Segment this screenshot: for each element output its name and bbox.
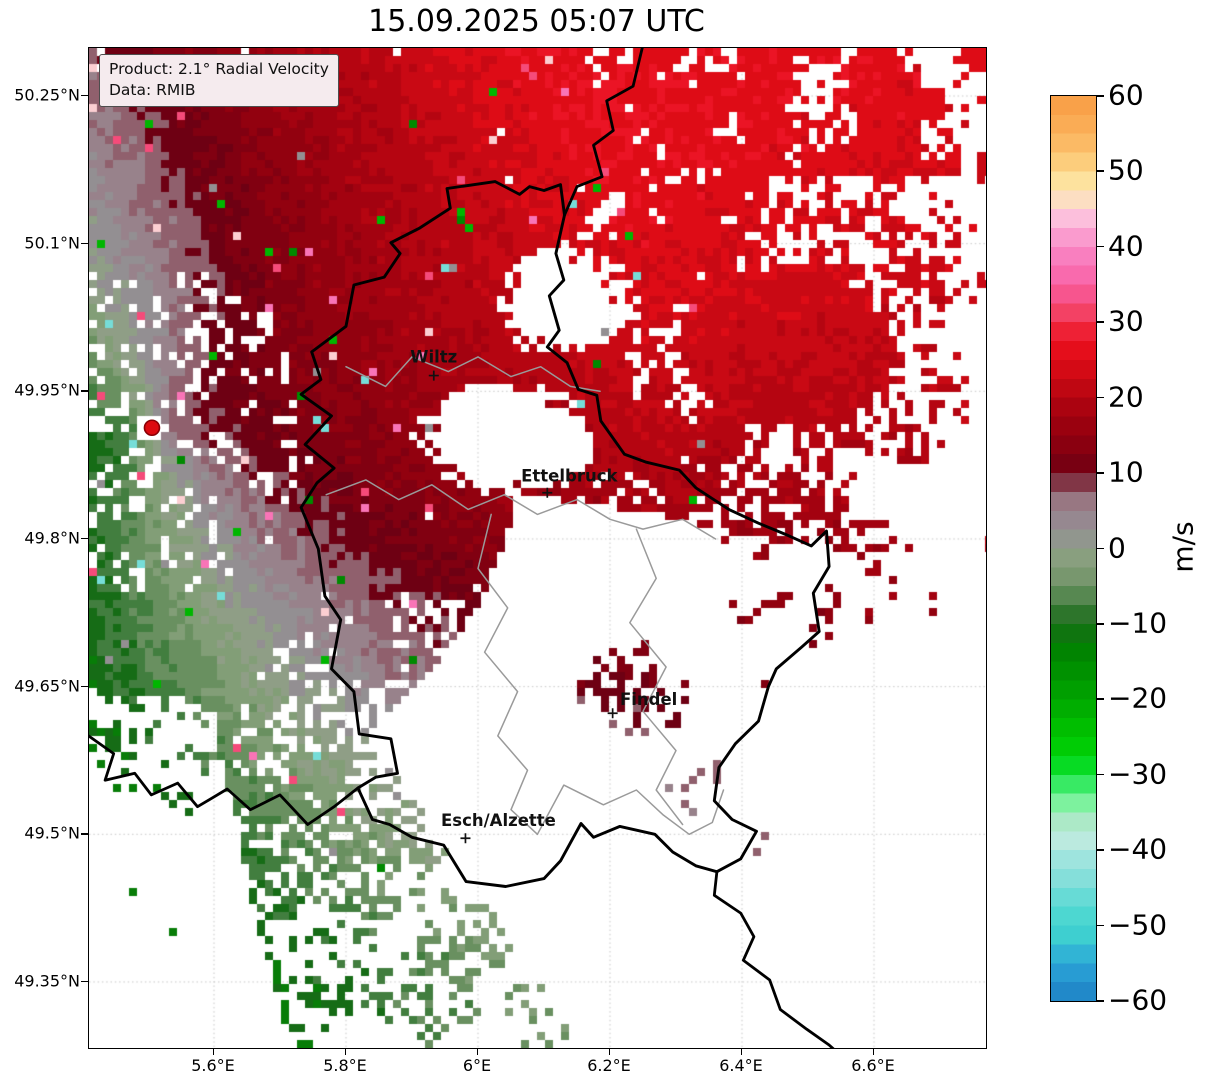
radar-site-marker: [143, 419, 161, 437]
lat-tick-mark: [81, 537, 88, 540]
region-border: [325, 479, 717, 540]
colorbar-tick-mark: [1096, 924, 1104, 927]
map-overlay: Wiltz Ettelbruck Findel Esch/Alzette: [89, 48, 835, 1048]
colorbar-tick-mark: [1096, 547, 1104, 550]
region-border: [536, 784, 725, 836]
colorbar-tick-label: 20: [1108, 380, 1144, 414]
figure-title: 15.09.2025 05:07 UTC: [368, 4, 705, 39]
lon-tick-label: 5.8°E: [323, 1056, 367, 1075]
lat-tick-mark: [81, 980, 88, 983]
country-border-luxembourg: [299, 180, 831, 888]
region-border: [477, 513, 539, 836]
lat-tick-mark: [81, 390, 88, 392]
product-label: Product: 2.1° Radial Velocity: [109, 60, 329, 78]
lon-tick-mark: [345, 1048, 347, 1055]
lat-tick-mark: [81, 242, 88, 245]
country-border-fr-de: [712, 870, 835, 1048]
city-label: Ettelbruck: [521, 467, 618, 486]
colorbar-tick-mark: [1096, 1000, 1104, 1002]
colorbar-tick-mark: [1096, 849, 1104, 851]
lon-tick-label: 6.2°E: [587, 1056, 631, 1075]
lon-tick-mark: [873, 1048, 875, 1055]
data-source-label: Data: RMIB: [109, 81, 196, 100]
lat-tick-mark: [81, 833, 88, 835]
colorbar-tick-mark: [1096, 773, 1104, 776]
lon-tick-mark: [741, 1048, 743, 1055]
lat-tick-label: 50.1°N: [24, 233, 80, 253]
lat-tick-mark: [81, 685, 88, 688]
lon-tick-label: 6.6°E: [851, 1056, 895, 1075]
lat-tick-mark: [81, 95, 88, 97]
colorbar-tick-label: 40: [1108, 229, 1144, 263]
colorbar-tick-mark: [1096, 396, 1104, 399]
map-plot-area: Wiltz Ettelbruck Findel Esch/Alzette Produc…: [88, 47, 987, 1049]
lon-tick-mark: [213, 1048, 215, 1055]
country-border-be-de: [563, 48, 644, 217]
colorbar-tick-mark: [1096, 622, 1104, 625]
colorbar-tick-mark: [1096, 472, 1104, 474]
colorbar-tick-label: 60: [1108, 78, 1144, 112]
city-marker: [607, 708, 618, 719]
region-border: [629, 528, 684, 826]
lat-tick-label: 49.35°N: [14, 971, 80, 991]
colorbar-tick-mark: [1096, 321, 1104, 323]
lon-tick-label: 6°E: [462, 1056, 492, 1075]
lat-tick-label: 49.95°N: [14, 380, 80, 400]
colorbar-tick-label: −10: [1108, 606, 1168, 640]
colorbar-tick-mark: [1096, 170, 1104, 172]
colorbar-tick-label: −30: [1108, 757, 1168, 791]
colorbar-unit-label: m/s: [1166, 521, 1200, 573]
product-annotation-box: Product: 2.1° Radial Velocity Data: RMIB: [99, 54, 339, 107]
lat-tick-label: 49.65°N: [14, 676, 80, 696]
city-label: Wiltz: [410, 348, 457, 367]
colorbar-tick-mark: [1096, 698, 1104, 700]
colorbar-tick-label: 30: [1108, 304, 1144, 338]
city-marker: [460, 833, 471, 844]
lat-tick-label: 49.5°N: [24, 823, 80, 843]
lat-tick-label: 49.8°N: [24, 528, 80, 548]
lat-tick-label: 50.25°N: [14, 85, 80, 105]
colorbar-tick-label: 0: [1108, 531, 1126, 564]
colorbar-tick-label: −50: [1108, 908, 1168, 942]
country-border-fr-be: [89, 734, 360, 826]
lon-tick-label: 5.6°E: [191, 1056, 235, 1075]
colorbar-tick-mark: [1096, 95, 1104, 97]
city-label: Esch/Alzette: [441, 811, 556, 830]
colorbar-tick-label: 10: [1108, 455, 1144, 489]
lon-tick-mark: [477, 1048, 479, 1055]
region-border: [345, 356, 601, 393]
lon-tick-mark: [609, 1048, 611, 1055]
lon-tick-label: 6.4°E: [719, 1056, 763, 1075]
colorbar-gradient: [1050, 95, 1097, 1002]
city-marker: [428, 370, 439, 381]
colorbar-tick-label: −60: [1108, 983, 1168, 1017]
colorbar-tick-label: −40: [1108, 832, 1168, 866]
city-marker: [542, 487, 553, 498]
city-label: Findel: [620, 690, 677, 709]
colorbar-tick-label: −20: [1108, 681, 1168, 715]
colorbar-tick-mark: [1096, 245, 1104, 248]
colorbar-tick-label: 50: [1108, 153, 1144, 187]
